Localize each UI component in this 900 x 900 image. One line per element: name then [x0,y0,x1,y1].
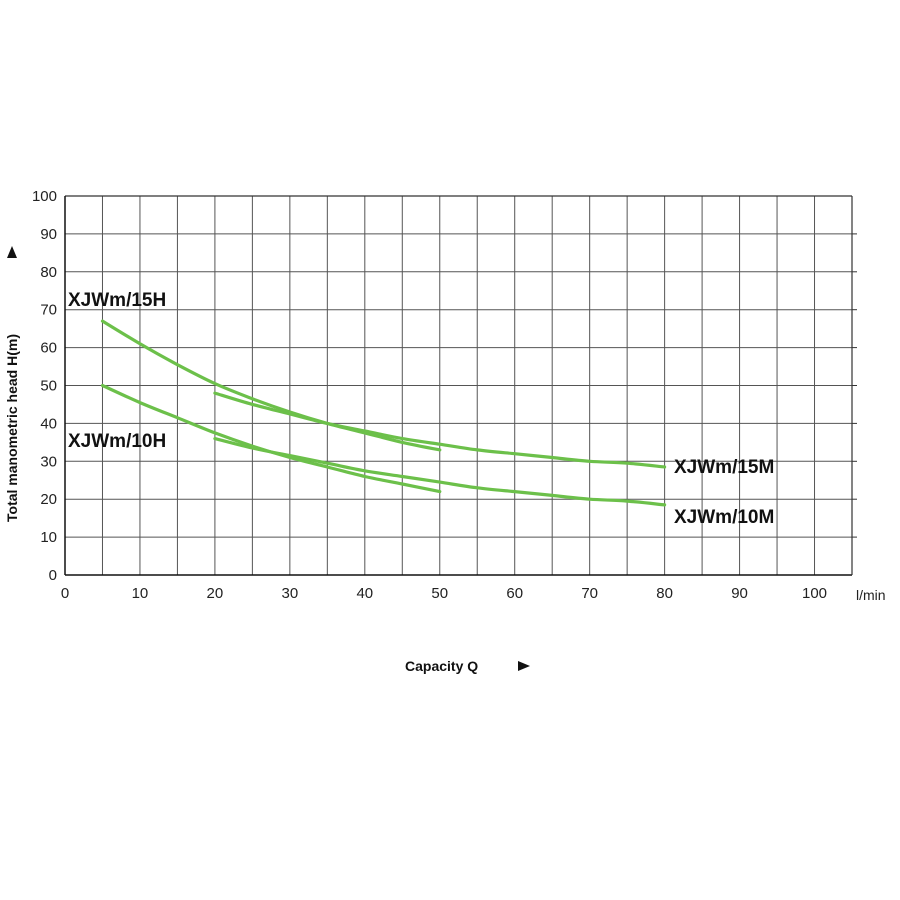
x-tick-label: 80 [656,585,673,602]
series-line-xjwm-10m [213,437,667,507]
x-tick-label: 30 [282,585,299,602]
x-tick-label: 10 [132,585,149,602]
series-label-15m: XJWm/15M [674,457,774,478]
y-tick-label: 10 [40,529,57,546]
x-tick-label: 0 [61,585,69,602]
y-tick-label: 70 [40,302,57,319]
y-tick-label: 90 [40,226,57,243]
series-line-xjwm-15h [100,319,442,452]
y-axis-title: Total manometric head H(m) [4,246,20,522]
x-axis-title: Capacity Q [405,658,530,674]
x-tick-label: 90 [731,585,748,602]
y-tick-label: 0 [49,567,57,584]
y-tick-label: 40 [40,415,57,432]
y-axis-arrow-icon [7,246,17,258]
plot-frame [64,195,857,576]
grid [65,196,852,575]
series-label-15h: XJWm/15H [68,290,166,311]
series-label-10h: XJWm/10H [68,431,166,452]
y-tick-label: 30 [40,453,57,470]
x-tick-label: 40 [356,585,373,602]
x-axis-arrow-icon [518,661,530,671]
x-tick-label: 20 [207,585,224,602]
y-tick-label: 80 [40,264,57,281]
x-tick-labels: 0 10 20 30 40 50 60 70 80 90 100 [61,585,827,602]
y-tick-label: 50 [40,378,57,395]
x-axis-label: Capacity Q [405,658,478,674]
y-tick-label: 60 [40,340,57,357]
series-lines [100,319,667,507]
x-tick-label: 60 [506,585,523,602]
y-tick-labels: 0 10 20 30 40 50 60 70 80 90 100 [32,188,57,584]
x-unit-label: l/min [856,587,886,603]
y-axis-label: Total manometric head H(m) [4,334,20,522]
series-line-xjwm-15m [213,391,667,469]
y-tick-label: 20 [40,491,57,508]
series-label-10m: XJWm/10M [674,507,774,528]
x-tick-label: 100 [802,585,827,602]
x-tick-label: 70 [581,585,598,602]
x-tick-label: 50 [431,585,448,602]
y-tick-label: 100 [32,188,57,205]
